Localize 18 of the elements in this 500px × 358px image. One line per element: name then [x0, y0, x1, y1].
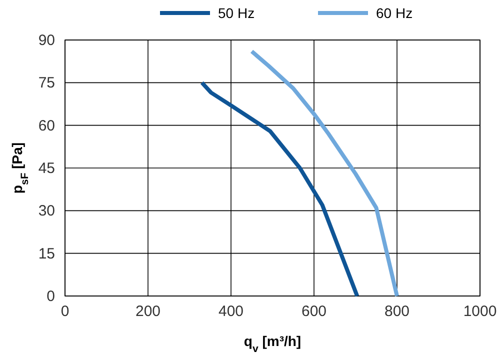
y-tick-label: 15	[38, 245, 55, 262]
y-tick-label: 75	[38, 74, 55, 92]
x-tick-label: 0	[60, 303, 70, 320]
y-tick-label: 60	[38, 117, 55, 134]
legend-label: 50 Hz	[218, 5, 255, 21]
x-tick-label: 600	[301, 303, 327, 320]
x-axis-title: q$_{v}$ [m³/h]	[244, 333, 302, 355]
x-tick-label: 400	[218, 303, 244, 320]
line-series	[250, 49, 399, 298]
y-tick-label: 0	[46, 288, 55, 305]
y-tick-label: 30	[38, 202, 55, 220]
y-tick-label: 90	[38, 32, 55, 49]
x-tick-label: 800	[384, 303, 410, 320]
x-tick-label: 1000	[463, 303, 497, 320]
line-series	[200, 80, 360, 298]
x-tick-label: 200	[135, 303, 161, 320]
y-tick-label: 45	[38, 160, 55, 177]
legend-label: 60 Hz	[376, 5, 413, 21]
